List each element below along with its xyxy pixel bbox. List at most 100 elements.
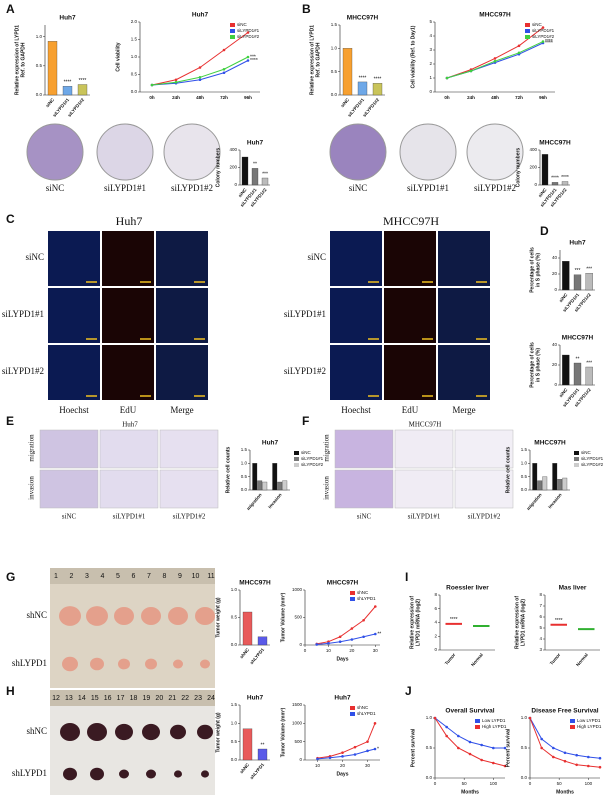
- x-tick-label: 100: [585, 781, 593, 786]
- series-line: [316, 606, 376, 645]
- legend-swatch: [294, 451, 299, 455]
- y-axis-label: Relative cell counts: [225, 446, 231, 493]
- tumor: [60, 723, 80, 741]
- y-tick-label: 3: [539, 647, 542, 652]
- point: [493, 57, 497, 60]
- micrograph: [156, 231, 208, 286]
- micrograph: [48, 288, 100, 343]
- y-tick-label: 400: [529, 147, 537, 152]
- x-tick-label: 24h: [467, 95, 475, 100]
- y-tick-label: 1000: [292, 721, 303, 726]
- y-tick-label: 5: [539, 625, 542, 630]
- legend-swatch: [525, 35, 530, 39]
- y-tick-label: 500: [294, 615, 302, 620]
- legend-label: siLYPD1#1: [581, 456, 604, 461]
- point: [445, 734, 448, 738]
- x-tick-label: siNC: [537, 187, 548, 199]
- x-tick-label: invasion: [547, 492, 563, 509]
- significance: ****: [545, 40, 553, 46]
- bar: [552, 463, 558, 491]
- point: [362, 635, 365, 639]
- y-tick-label: 0: [429, 89, 432, 94]
- micrograph: [156, 288, 208, 343]
- point: [445, 725, 448, 729]
- y-tick-label: 2: [429, 61, 432, 66]
- bar: [557, 479, 563, 491]
- x-tick-label: 50: [462, 781, 468, 786]
- ruler-number: 8: [163, 573, 167, 580]
- legend-swatch: [570, 725, 575, 729]
- legend-swatch: [475, 725, 480, 729]
- point: [598, 756, 602, 760]
- point: [468, 752, 472, 756]
- x-tick-label: 48h: [196, 95, 204, 100]
- point: [445, 76, 449, 80]
- point: [341, 755, 344, 758]
- bar: [551, 182, 559, 186]
- y-tick-label: 200: [529, 165, 537, 170]
- point: [492, 746, 495, 750]
- y-tick-label: 0.0: [331, 92, 338, 97]
- panel-letter: G: [6, 570, 15, 584]
- y-tick-label: 0.0: [521, 487, 528, 492]
- bar: [77, 84, 88, 96]
- ruler-number: 13: [65, 695, 73, 702]
- colony-plate: [96, 123, 154, 181]
- x-tick-label: siNC: [45, 97, 56, 109]
- x-tick-label: Normal: [575, 652, 589, 667]
- y-tick-label: 0: [554, 382, 557, 387]
- point: [563, 759, 567, 763]
- y-tick-label: 1.0: [36, 34, 43, 39]
- y-axis-label: LYPD1 mRNA (log2): [520, 599, 526, 646]
- point: [563, 751, 567, 755]
- micrograph: [394, 429, 454, 469]
- legend-label: siNC: [301, 450, 311, 455]
- y-tick-label: 4: [429, 33, 432, 38]
- point: [353, 745, 357, 749]
- bar: [562, 261, 570, 291]
- legend-label: siLYPD1#2: [581, 462, 604, 467]
- bar: [562, 354, 570, 386]
- y-tick-label: 0.5: [331, 69, 338, 74]
- micrograph: [102, 231, 154, 286]
- point: [540, 746, 543, 750]
- y-axis-label: in S phase (%): [535, 253, 541, 288]
- bar: [262, 481, 268, 491]
- x-tick-label: 72h: [515, 95, 523, 100]
- row-label: siNC: [307, 252, 326, 262]
- y-tick-label: 40: [552, 342, 558, 347]
- micrograph: [102, 345, 154, 400]
- y-tick-label: 0: [299, 642, 302, 647]
- ruler-number: 5: [116, 573, 120, 580]
- legend-label: High LYPD1: [577, 724, 602, 729]
- point: [503, 764, 507, 768]
- point: [552, 755, 555, 759]
- x-tick-label: Tumor: [549, 652, 562, 666]
- bar: [282, 480, 288, 491]
- chart-title: Huh7: [262, 440, 279, 447]
- plate-label: siLYPD1#1: [407, 183, 449, 193]
- tumor: [114, 607, 134, 625]
- chart-title: Roessler liver: [446, 585, 489, 592]
- y-tick-label: 0.5: [521, 474, 528, 479]
- y-axis-label: Relative expression of: [409, 596, 415, 649]
- row-label: invasion: [323, 476, 331, 500]
- micrograph: [454, 469, 514, 509]
- tumor: [119, 769, 129, 779]
- y-tick-label: 6: [434, 606, 437, 611]
- y-tick-label: 1.0: [231, 721, 238, 726]
- row-label: siLYPD1#1: [284, 309, 326, 319]
- point: [598, 765, 602, 769]
- x-tick-label: 10: [326, 648, 332, 653]
- tumor: [90, 657, 104, 671]
- plate-label: siLYPD1#1: [104, 183, 146, 193]
- plate-label: siLYPD1#2: [171, 183, 213, 193]
- point: [222, 71, 226, 75]
- colony-plate: [399, 123, 457, 181]
- point: [374, 605, 377, 608]
- tumor: [174, 770, 182, 778]
- ruler-number: 6: [132, 573, 136, 580]
- bar: [242, 611, 253, 646]
- bar: [242, 728, 253, 761]
- legend-swatch: [574, 463, 579, 467]
